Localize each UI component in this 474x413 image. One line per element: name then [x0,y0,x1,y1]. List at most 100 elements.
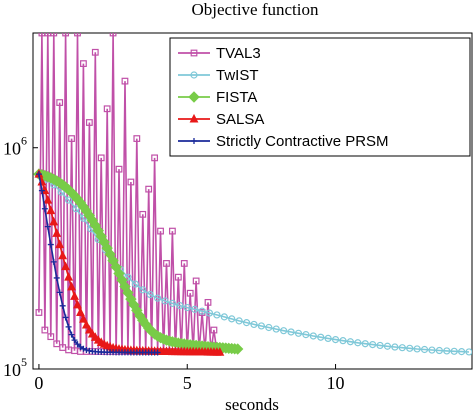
data-point [52,228,62,237]
data-point [64,196,73,204]
x-tick-label: 5 [183,373,192,393]
legend-label: FISTA [216,89,257,106]
data-point [56,289,63,296]
data-point [176,301,184,310]
data-point [103,105,111,113]
data-point [250,320,258,329]
legend-marker [190,49,198,57]
data-point [59,302,66,309]
x-tick-label: 0 [34,373,43,393]
data-point [145,185,153,193]
data-point [53,340,61,348]
data-point [346,338,354,346]
data-point [121,77,129,85]
data-point [361,340,369,348]
data-point [210,326,218,334]
series-layer [33,33,472,356]
data-point [180,260,188,267]
data-point [287,328,295,336]
data-point [369,341,377,349]
data-point [35,171,42,178]
legend-item: Strictly Contractive PRSM [178,133,389,150]
data-point [183,303,191,312]
data-point [204,298,212,306]
data-point [50,258,57,265]
data-point [85,119,93,126]
data-point [47,333,55,341]
data-point [174,273,182,281]
data-point [146,290,154,299]
data-point [220,313,228,321]
data-point [53,274,60,281]
data-point [56,99,64,106]
legend-label: TwIST [216,67,259,84]
legend-marker [189,113,199,123]
y-tick-label-base: 10 [3,360,21,380]
data-point [265,323,273,332]
data-point [65,323,72,330]
legend-label: Strictly Contractive PRSM [216,133,389,150]
data-point [383,342,392,350]
data-point [228,315,236,323]
legend-label: TVAL3 [216,45,261,62]
data-point [97,154,105,162]
data-point [62,33,70,37]
legend-item: FISTA [178,89,257,106]
data-point [68,331,75,338]
data-point [74,341,81,348]
data-point [339,337,347,345]
data-point [169,227,176,235]
data-point [280,327,288,335]
legend-item: SALSA [178,111,264,128]
data-point [257,322,265,330]
legend-item: TVAL3 [178,45,261,62]
data-point [450,347,458,355]
data-point [324,334,332,342]
data-point [168,299,177,307]
data-point [242,319,251,327]
data-point [41,326,49,334]
data-point [83,346,90,353]
data-point [154,349,161,356]
data-point [191,305,199,313]
data-point [43,194,53,204]
data-point [153,294,162,302]
series-group [33,33,472,356]
data-point [309,332,317,340]
data-point [76,307,85,317]
series-2 [33,168,244,355]
y-tick-label-exponent: 5 [21,355,27,369]
data-point [55,239,65,249]
data-point [398,344,406,352]
data-point [413,345,421,353]
data-point [192,277,200,285]
data-point [109,33,117,37]
legend: TVAL3 TwIST FISTA SALSA Strictly Contractive… [169,37,471,157]
data-point [302,331,310,339]
data-point [41,205,48,212]
data-point [151,154,159,162]
data-point [331,335,340,344]
data-point [80,345,87,352]
data-point [213,311,221,319]
data-point [235,317,243,325]
data-point [376,341,384,350]
legend-label: SALSA [216,111,264,128]
data-point [124,273,132,281]
data-point [131,280,139,288]
legend-box [169,37,471,157]
data-point [198,307,206,315]
data-point [57,188,65,196]
series-4 [35,171,161,356]
data-point [161,297,169,305]
data-point [215,347,225,356]
data-point [49,216,59,226]
data-point [68,135,75,142]
data-point [205,309,214,317]
data-point [91,48,99,56]
data-point [62,314,69,321]
data-point [294,329,303,337]
data-point [64,272,74,281]
data-point [406,344,414,352]
